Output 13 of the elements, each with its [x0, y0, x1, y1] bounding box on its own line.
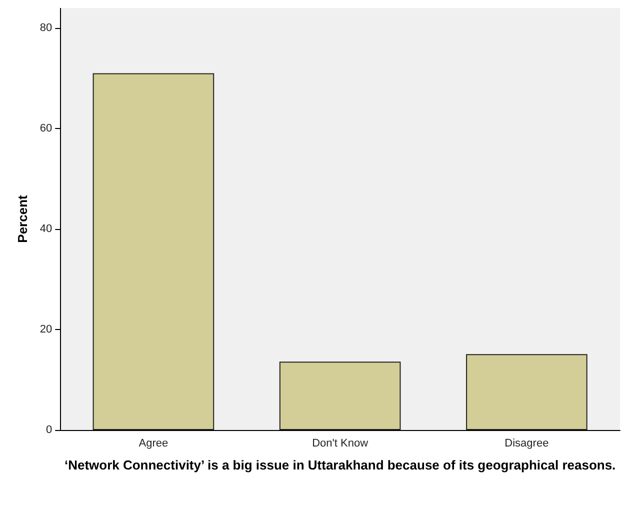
bar [92, 73, 214, 430]
y-tick-label: 20 [40, 324, 52, 336]
y-tick-label: 60 [40, 122, 52, 135]
y-tick-label: 0 [46, 424, 52, 436]
x-axis-title: ‘Network Connectivity’ is a big issue in Uttarakhand because of its geographical reasons. [64, 458, 616, 472]
x-tick-label: Don't Know [312, 438, 368, 450]
bar [466, 354, 588, 430]
x-tick-label: Disagree [504, 438, 549, 450]
y-axis-title: Percent [15, 194, 30, 243]
y-tick-label: 40 [40, 223, 52, 236]
x-tick-label: Agree [138, 438, 168, 450]
bar [279, 362, 401, 430]
y-tick-label: 80 [40, 22, 52, 34]
